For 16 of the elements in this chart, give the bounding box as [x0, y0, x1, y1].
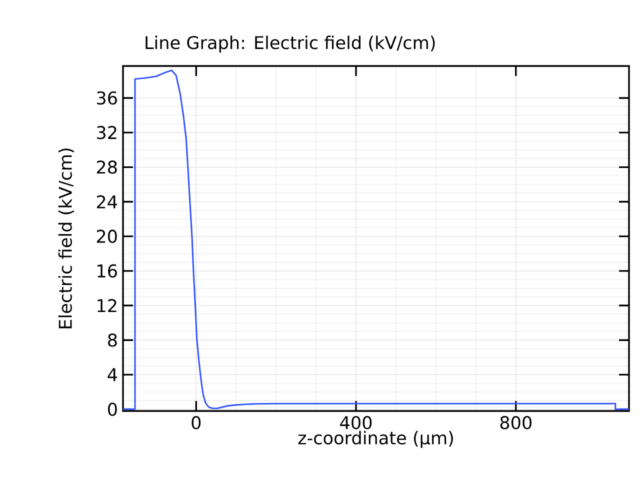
chart-title: Line Graph: Electric field (kV/cm): [146, 36, 435, 53]
y-tick-label: 16: [98, 264, 117, 278]
x-axis-title: z-coordinate (µm): [298, 430, 453, 448]
y-tick-label: 20: [96, 230, 117, 243]
y-tick-label: 32: [97, 126, 116, 140]
y-tick-label: 36: [97, 91, 117, 105]
y-tick-label: 12: [98, 298, 116, 312]
y-tick-label: 24: [96, 195, 118, 208]
y-tick-label: 8: [108, 333, 117, 347]
y-axis-title: Electric field (kV/cm): [58, 148, 74, 328]
x-tick-label: 800: [500, 416, 532, 430]
x-tick-label: 0: [192, 416, 201, 430]
y-tick-label: 4: [108, 368, 118, 382]
x-tick-label: 400: [340, 416, 372, 430]
y-tick-label: 0: [108, 402, 117, 416]
y-tick-label: 28: [96, 160, 117, 174]
